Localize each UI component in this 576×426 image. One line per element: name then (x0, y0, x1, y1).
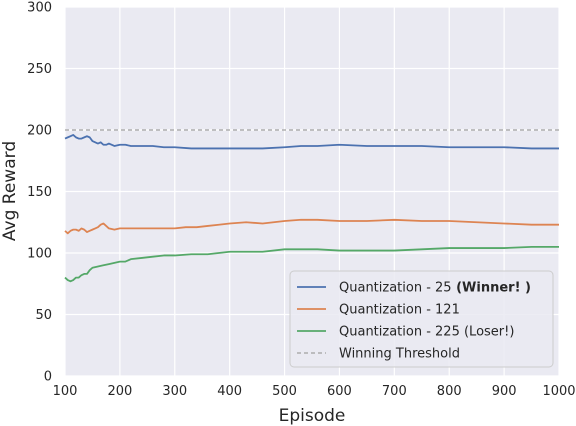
legend-label: Winning Threshold (339, 347, 460, 362)
x-tick-label: 1000 (542, 384, 575, 399)
x-tick-label: 300 (162, 384, 187, 399)
x-tick-label: 800 (437, 384, 462, 399)
series-line-2 (64, 218, 559, 235)
y-tick-label: 300 (27, 1, 52, 16)
x-tick-label: 600 (327, 384, 352, 399)
x-tick-label: 500 (272, 384, 297, 399)
legend-label: Quantization - 121 (339, 303, 460, 318)
series-line-1 (64, 134, 559, 150)
x-tick-label: 900 (492, 384, 517, 399)
legend-box (289, 270, 554, 368)
legend-label: Quantization - 25 (Winner! ) (339, 281, 531, 296)
y-axis-title: Avg Reward (0, 141, 20, 241)
legend-label: Quantization - 225 (Loser!) (339, 325, 514, 340)
x-tick-label: 400 (217, 384, 242, 399)
series-line-3 (64, 245, 559, 283)
tick-labels: 100 200 300 400 500 600 700 800 900 1000 0 50 100 150… (27, 1, 575, 400)
series-layer (64, 129, 559, 283)
x-tick-label: 700 (382, 384, 407, 399)
y-tick-label: 50 (35, 308, 52, 323)
y-tick-label: 100 (27, 247, 52, 262)
y-tick-label: 250 (27, 62, 52, 77)
x-tick-label: 100 (53, 384, 78, 399)
y-tick-label: 150 (27, 185, 52, 200)
legend: Quantization - 25 (Winner! ) Quantization… (289, 270, 554, 368)
y-tick-label: 200 (27, 124, 52, 139)
y-tick-label: 0 (44, 370, 52, 385)
x-axis-title: Episode (279, 406, 346, 426)
x-tick-label: 200 (107, 384, 132, 399)
